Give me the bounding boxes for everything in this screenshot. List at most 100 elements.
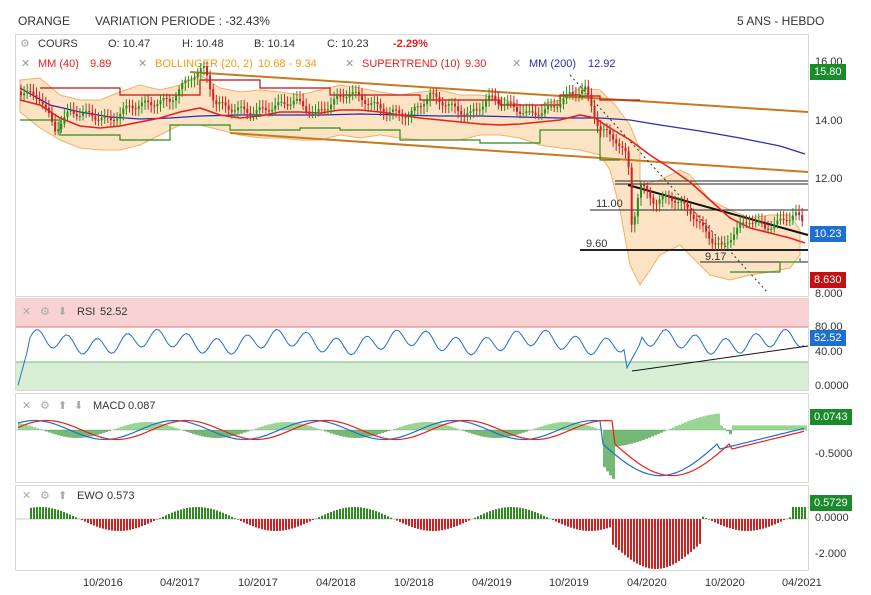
macd-bar	[660, 430, 663, 433]
ewo-bar	[426, 519, 428, 531]
candle-body	[373, 101, 376, 104]
candle-body	[63, 117, 66, 124]
ewo-bar	[378, 512, 380, 519]
ewo-bar	[372, 510, 374, 519]
macd-bar	[285, 421, 288, 430]
gear-icon[interactable]: ⚙	[40, 400, 50, 412]
macd-bar	[624, 430, 627, 446]
macd-bar	[306, 425, 309, 430]
ewo-bar	[273, 519, 275, 531]
macd-bar	[675, 426, 678, 430]
macd-bar	[24, 424, 27, 430]
candle-body	[75, 113, 78, 117]
macd-bar	[423, 422, 426, 430]
candle-body	[113, 120, 115, 122]
level-960-label: 9.60	[586, 238, 608, 250]
gear-icon[interactable]: ⚙	[40, 490, 50, 502]
macd-bar	[450, 426, 453, 430]
candle-body	[128, 105, 131, 107]
ewo-bar	[390, 517, 392, 519]
macd-bar	[162, 424, 165, 430]
macd-bar	[519, 430, 522, 434]
candle-body	[342, 95, 345, 98]
ewo-bar	[66, 513, 68, 519]
macd-bar	[735, 425, 738, 430]
macd-bar	[621, 430, 624, 446]
macd-bar	[315, 428, 318, 430]
candle-body	[609, 130, 611, 135]
candle-body	[494, 95, 497, 100]
macd-signal-line	[17, 419, 805, 477]
candle-body	[782, 218, 785, 220]
candle-body	[785, 219, 788, 222]
candle-body	[605, 129, 608, 131]
rsi-trendline	[631, 345, 809, 372]
candle-body	[454, 103, 456, 107]
ewo-bar	[429, 519, 431, 531]
close-icon[interactable]: ✕	[22, 400, 32, 412]
candle-body	[695, 219, 698, 222]
close-icon[interactable]: ✕	[22, 306, 32, 318]
macd-bar	[171, 426, 174, 430]
ewo-bar	[198, 507, 200, 519]
ewo-bar	[210, 508, 212, 519]
ewo-bar	[558, 519, 560, 523]
candle-body	[466, 113, 469, 115]
ewo-bar	[72, 515, 74, 519]
ewo-bar	[522, 508, 524, 519]
arrow-up-icon[interactable]: ⬆	[58, 490, 68, 502]
candle-body	[664, 195, 667, 197]
ewo-bar	[366, 508, 368, 519]
gear-icon[interactable]: ⚙	[20, 38, 30, 50]
ewo-bar	[678, 519, 680, 562]
ewo-bar	[90, 519, 92, 525]
macd-bar	[723, 428, 726, 430]
arrow-up-icon[interactable]: ⬆	[58, 400, 68, 412]
ewo-bar	[57, 509, 59, 519]
close-icon[interactable]: ✕	[512, 58, 522, 70]
ewo-bar	[447, 519, 449, 529]
macd-bar	[234, 430, 237, 436]
macd-bar	[414, 422, 417, 430]
macd-bar	[210, 430, 213, 438]
macd-bar	[90, 430, 93, 437]
close-icon[interactable]: ✕	[22, 490, 32, 502]
macd-bar	[435, 422, 438, 430]
period-label[interactable]: 5 ANS - HEBDO	[737, 14, 825, 28]
price-panel[interactable]	[15, 34, 809, 297]
close-icon[interactable]: ✕	[21, 58, 31, 70]
arrow-down-icon[interactable]: ⬇	[74, 400, 84, 412]
macd-panel[interactable]	[15, 393, 809, 483]
candle-body	[354, 91, 357, 93]
ewo-bar	[525, 508, 527, 519]
ewo-bar	[498, 508, 500, 519]
gear-icon[interactable]: ⚙	[40, 306, 50, 318]
close-icon[interactable]: ✕	[345, 58, 355, 70]
macd-bar	[642, 430, 645, 440]
macd-bar	[144, 422, 147, 430]
macd-bar	[741, 425, 744, 430]
macd-bar	[378, 430, 381, 435]
candle-body	[47, 107, 50, 114]
chart-header: ORANGE VARIATION PERIODE : -32.43% 5 ANS…	[0, 0, 871, 40]
ewo-bar	[213, 509, 215, 519]
candle-body	[770, 228, 773, 231]
candle-body	[671, 197, 673, 201]
ewo-bar	[381, 513, 383, 519]
macd-bar	[672, 427, 675, 430]
rsi-panel[interactable]	[15, 298, 809, 391]
candle-body	[131, 105, 134, 109]
macd-bar	[447, 425, 450, 430]
candle-body	[776, 220, 779, 225]
supertrend-line	[20, 119, 620, 161]
macd-bar	[348, 430, 351, 438]
ewo-panel[interactable]	[15, 485, 809, 571]
candle-body	[432, 92, 435, 94]
candle-body	[150, 102, 153, 106]
legend-close: C: 10.23	[327, 38, 369, 50]
macd-bar	[258, 427, 261, 430]
candle-body	[485, 100, 487, 107]
arrow-down-icon[interactable]: ⬇	[58, 306, 68, 318]
close-icon[interactable]: ✕	[138, 58, 148, 70]
candle-body	[218, 102, 221, 105]
